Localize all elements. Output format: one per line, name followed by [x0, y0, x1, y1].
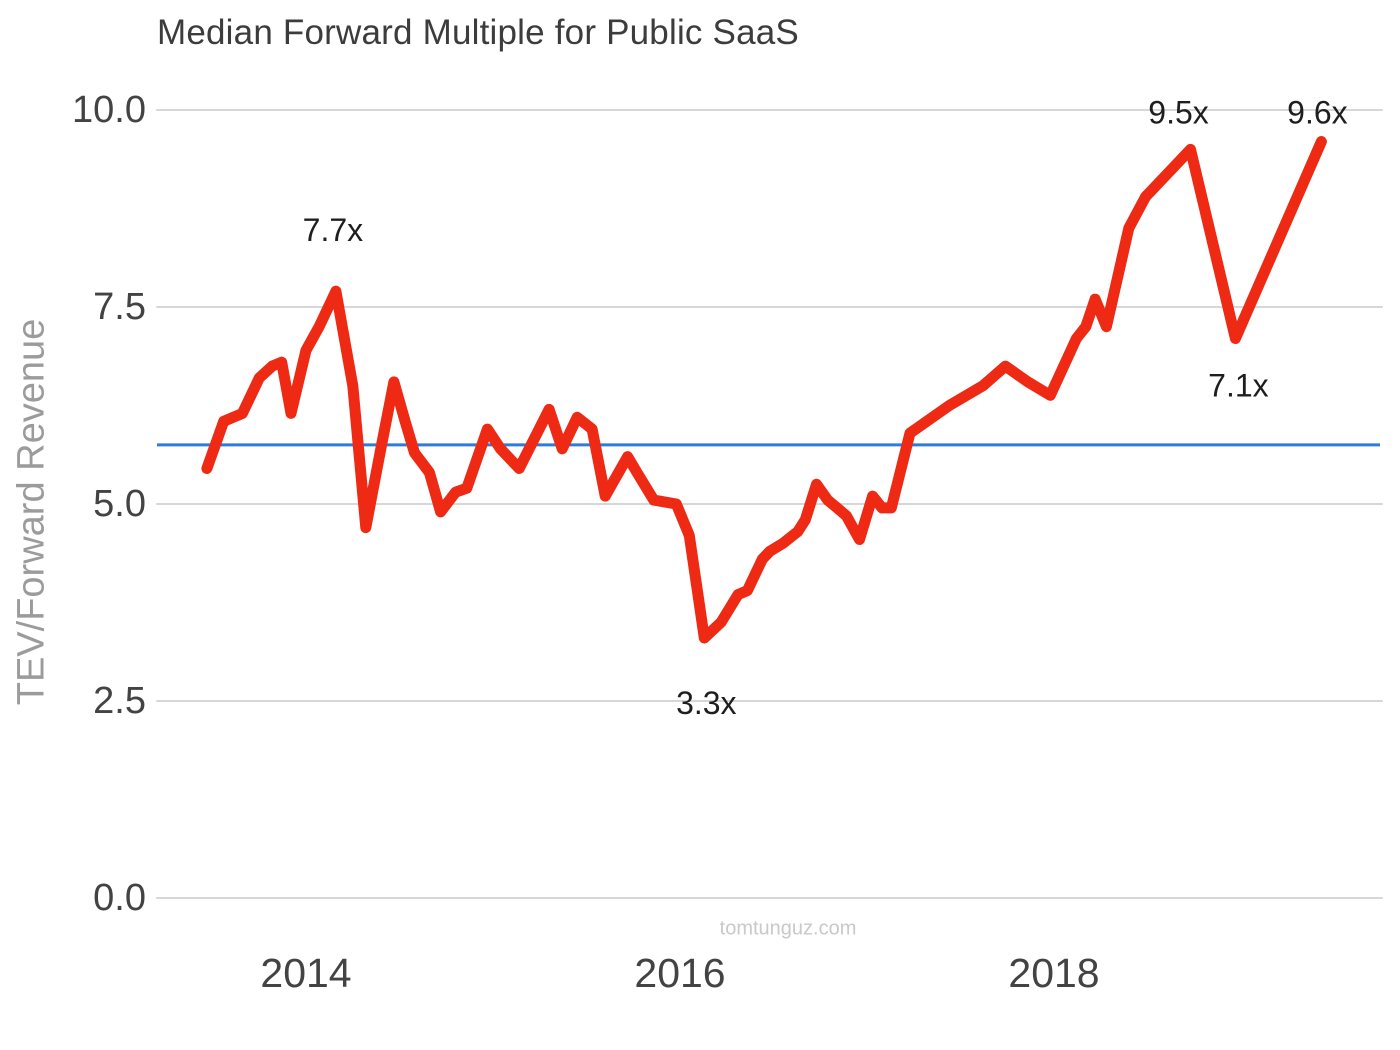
forward-multiple-line: [201, 136, 1327, 644]
y-tick-label: 5.0: [93, 483, 146, 525]
data-point-annotation: 7.7x: [303, 212, 363, 248]
data-point-annotation: 7.1x: [1208, 368, 1268, 404]
watermark: tomtunguz.com: [719, 917, 857, 940]
y-tick-label: 2.5: [93, 680, 146, 722]
x-tick-label: 2018: [1008, 950, 1099, 996]
y-tick-label: 0.0: [93, 877, 146, 919]
data-point-annotation: 3.3x: [676, 685, 736, 721]
x-tick-label: 2016: [634, 950, 725, 996]
chart-title: Median Forward Multiple for Public SaaS: [157, 13, 799, 52]
data-point-annotation: 9.5x: [1148, 94, 1208, 130]
data-point-annotation: 9.6x: [1287, 95, 1347, 131]
y-tick-label: 7.5: [93, 286, 146, 328]
x-tick-label: 2014: [260, 950, 351, 996]
y-tick-label: 10.0: [72, 89, 146, 131]
